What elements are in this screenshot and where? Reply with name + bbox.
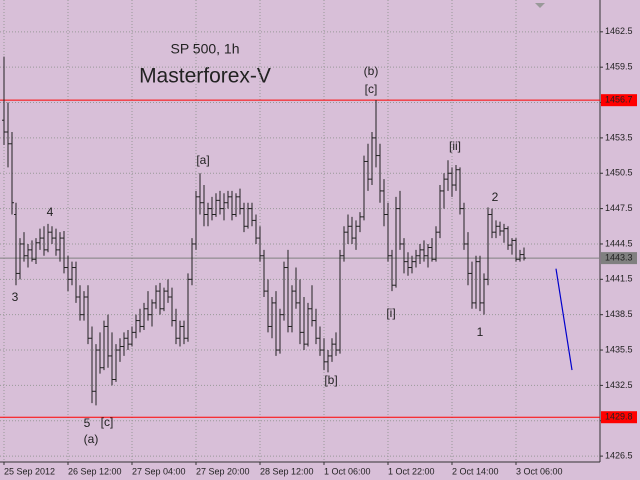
wave-label: 2 xyxy=(492,190,499,204)
wave-label: 3 xyxy=(12,290,19,304)
wave-label: (a) xyxy=(84,432,99,446)
wave-label: [b] xyxy=(324,373,337,387)
scroll-marker xyxy=(535,3,545,8)
y-tick-label: 1435.5 xyxy=(605,344,633,354)
projection-line xyxy=(555,268,573,371)
wave-label: [a] xyxy=(196,153,209,167)
x-tick-label: 1 Oct 06:00 xyxy=(324,466,371,476)
wave-label: [c] xyxy=(101,415,114,429)
x-tick-label: 1 Oct 22:00 xyxy=(388,466,435,476)
wave-label: 4 xyxy=(47,205,54,219)
wave-label: [ii] xyxy=(449,139,461,153)
x-tick-label: 28 Sep 12:00 xyxy=(260,466,314,476)
wave-label: 5 xyxy=(84,416,91,430)
y-tick-label: 1450.5 xyxy=(605,168,633,178)
y-tick-label: 1432.5 xyxy=(605,380,633,390)
y-tick-label: 1453.5 xyxy=(605,132,633,142)
wave-label: 1 xyxy=(477,325,484,339)
y-tick-label: 1459.5 xyxy=(605,62,633,72)
y-tick-label: 1444.5 xyxy=(605,238,633,248)
y-tick-label: 1441.5 xyxy=(605,274,633,284)
level-label-box xyxy=(601,252,637,265)
level-label: 1456.7 xyxy=(605,95,633,105)
x-tick-label: 27 Sep 20:00 xyxy=(196,466,250,476)
x-tick-label: 3 Oct 06:00 xyxy=(516,466,563,476)
wave-label: [i] xyxy=(386,306,395,320)
wave-label: [c] xyxy=(365,82,378,96)
y-tick-label: 1438.5 xyxy=(605,309,633,319)
y-tick-label: 1447.5 xyxy=(605,203,633,213)
chart-title: SP 500, 1h xyxy=(170,41,239,57)
level-label: 1443.3 xyxy=(605,252,633,262)
x-tick-label: 26 Sep 12:00 xyxy=(68,466,122,476)
level-label-box xyxy=(601,94,637,107)
x-tick-label: 2 Oct 14:00 xyxy=(452,466,499,476)
level-label-box xyxy=(601,411,637,424)
x-tick-label: 27 Sep 04:00 xyxy=(132,466,186,476)
y-tick-label: 1462.5 xyxy=(605,26,633,36)
wave-label: (b) xyxy=(364,64,379,78)
y-tick-label: 1426.5 xyxy=(605,450,633,460)
x-tick-label: 25 Sep 2012 xyxy=(4,466,55,476)
chart-subtitle: Masterforex-V xyxy=(139,65,271,88)
level-label: 1429.8 xyxy=(605,412,633,422)
